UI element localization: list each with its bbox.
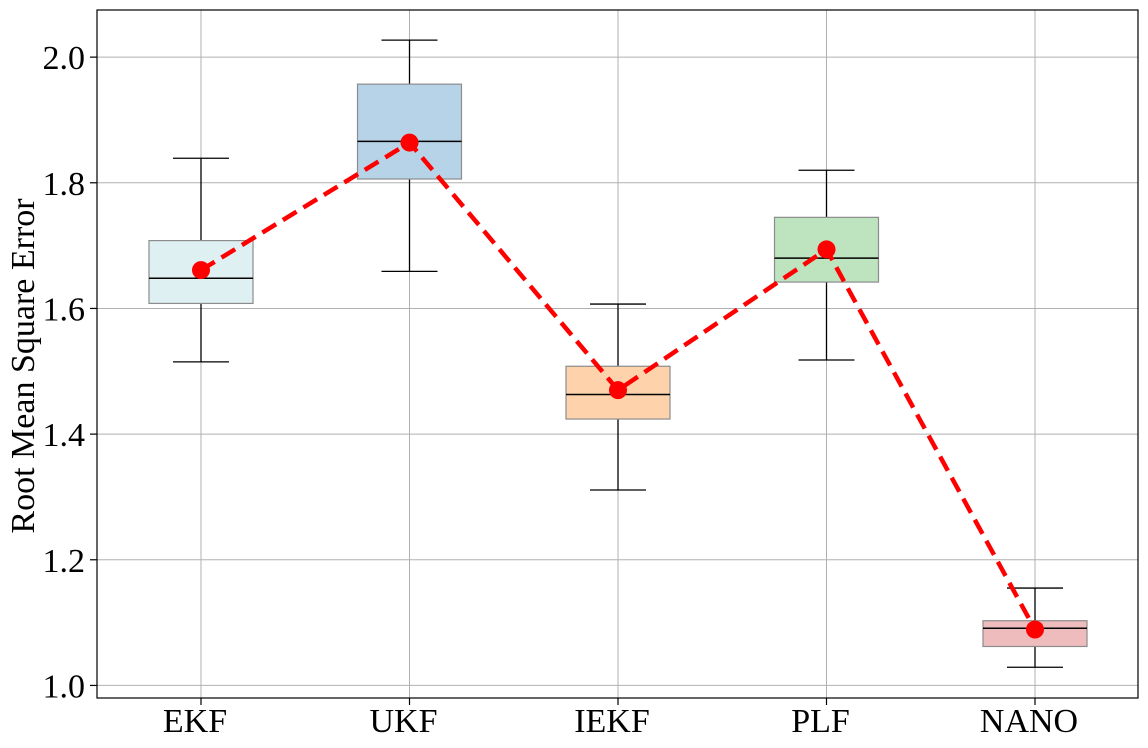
mean-line: [199, 140, 1037, 631]
x-tick-label: PLF: [791, 703, 850, 740]
mean-point-ukf: [400, 133, 419, 152]
y-tick-label: 2.0: [43, 40, 86, 77]
y-axis-label: Root Mean Square Error: [5, 198, 42, 534]
box-ekf: [148, 157, 254, 363]
y-tick-label: 1.2: [43, 543, 86, 580]
x-tick-label: UKF: [369, 703, 437, 740]
mean-line-layer: [192, 133, 1044, 639]
box-iekf: [565, 303, 671, 491]
mean-point-plf: [817, 240, 836, 259]
mean-point-ekf: [192, 261, 210, 280]
x-tick-label: IEKF: [574, 703, 650, 740]
y-tick-label: 1.6: [43, 291, 86, 328]
box-plf: [773, 169, 880, 361]
box-ukf: [356, 39, 463, 273]
x-tick-label: EKF: [163, 703, 227, 740]
x-tick-label: NANO: [980, 703, 1078, 740]
y-tick-label: 1.8: [43, 166, 86, 203]
y-tick-label: 1.4: [43, 417, 86, 454]
mean-point-nano: [1026, 620, 1044, 639]
tick-layer: 1.0 1.2 1.4 1.6 1.8 2.0 EKF UKF IEKF PLF NANO: [43, 40, 1079, 740]
mean-point-iekf: [609, 381, 627, 400]
y-tick-label: 1.0: [43, 668, 86, 705]
